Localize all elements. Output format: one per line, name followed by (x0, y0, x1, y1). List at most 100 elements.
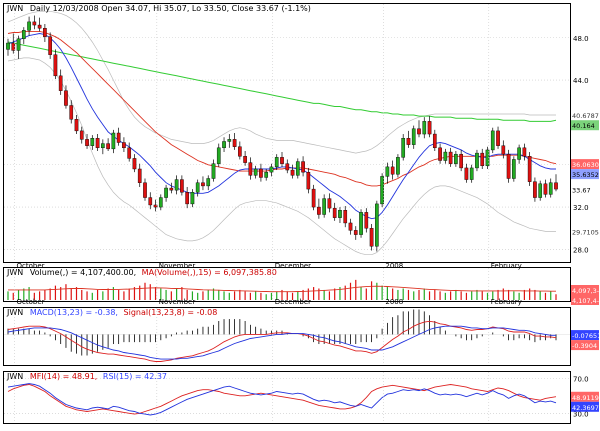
month-label-0: October (17, 262, 45, 270)
candle-body-67 (359, 212, 363, 235)
price-tick-label-4: 28.0 (573, 246, 589, 254)
signal-line (7, 325, 556, 360)
candle-33 (180, 175, 184, 196)
candle-body-8 (48, 36, 52, 55)
volume-ma-polyline (8, 285, 556, 293)
candle-37 (201, 176, 205, 191)
price-right-label-bg-1 (571, 120, 599, 131)
candle-49 (264, 168, 269, 181)
candle-31 (169, 182, 174, 194)
candle-body-24 (132, 158, 137, 170)
bollinger-lower-line (7, 57, 556, 256)
candle-body-77 (411, 128, 416, 145)
candle-82 (438, 143, 442, 164)
volume-right-label-bg-0 (571, 285, 599, 295)
candle-15 (85, 134, 89, 149)
candle-body-4 (27, 21, 31, 31)
volume-prefix: JWN (6, 268, 23, 277)
rsi-right-label-1: 42.3697 (572, 404, 599, 412)
macd-right-label-bg-1 (571, 340, 599, 351)
candle-body-17 (95, 138, 100, 149)
candle-body-58 (311, 188, 316, 208)
candle-89 (475, 149, 479, 172)
candle-22 (122, 137, 126, 153)
candle-20 (111, 129, 116, 154)
candle-body-103 (548, 182, 553, 195)
month-label-macd-2: December (275, 298, 311, 306)
candle-29 (158, 194, 163, 211)
candle-body-64 (343, 210, 348, 224)
candle-body-104 (554, 182, 558, 190)
candle-body-85 (454, 153, 458, 164)
price-right-label-4: 33.67 (572, 186, 591, 194)
candle-body-43 (232, 139, 237, 147)
candle-body-68 (364, 212, 369, 229)
macd-panel-frame (3, 307, 571, 366)
macd-right-labels: -0.07651 -0.3904 (571, 330, 600, 351)
candle-70 (375, 200, 379, 252)
candle-48 (259, 163, 263, 182)
candle-body-60 (322, 198, 326, 215)
candle-body-72 (385, 166, 390, 177)
candle-3 (21, 27, 26, 45)
candle-body-50 (269, 166, 274, 173)
candle-body-46 (248, 162, 253, 176)
candle-body-28 (153, 204, 158, 208)
candle-body-61 (327, 198, 332, 209)
candle-92 (490, 127, 495, 154)
candle-body-23 (127, 147, 132, 159)
candlesticks (6, 15, 558, 252)
candle-body-78 (417, 128, 421, 135)
candle-88 (469, 164, 474, 183)
candle-body-84 (448, 151, 453, 164)
candle-body-11 (64, 90, 68, 106)
volume-right-label-0: 4,097,3-- (572, 287, 600, 295)
candle-1 (11, 33, 16, 54)
sma-green-line (7, 41, 557, 122)
month-label-4: February (491, 262, 522, 270)
candle-body-99 (527, 156, 532, 182)
candle-60 (322, 194, 326, 218)
candle-body-75 (401, 138, 406, 158)
candle-17 (95, 134, 100, 151)
candle-body-37 (201, 182, 205, 187)
candle-28 (153, 199, 158, 212)
candle-body-95 (506, 153, 511, 179)
candle-57 (306, 167, 311, 194)
candle-58 (311, 184, 316, 211)
month-label-macd-1: November (159, 298, 196, 306)
macd-lines (7, 320, 557, 362)
candle-body-19 (106, 143, 110, 150)
candle-body-22 (122, 142, 126, 149)
candle-97 (517, 144, 521, 164)
candle-body-91 (485, 149, 490, 167)
candle-body-69 (369, 228, 374, 247)
candle-body-97 (517, 147, 521, 160)
candle-body-79 (422, 121, 427, 135)
candle-74 (396, 154, 400, 178)
candle-56 (301, 156, 305, 177)
candle-83 (443, 148, 448, 164)
candle-35 (190, 189, 195, 208)
price-right-label-0: 40.6787 (572, 112, 599, 120)
candle-body-98 (522, 147, 527, 157)
candle-93 (496, 126, 500, 149)
rsi-right-label-0: 48.9119 (572, 394, 599, 402)
macd-value-label: MACD(13,23) = -0.38, (30, 308, 118, 317)
candle-59 (317, 198, 321, 219)
candle-body-56 (301, 161, 305, 173)
rsi-right-label-bg-0 (571, 391, 599, 402)
candle-body-53 (285, 163, 290, 171)
candle-14 (79, 126, 84, 144)
candle-11 (64, 85, 68, 109)
candle-body-66 (353, 230, 358, 235)
candle-81 (432, 129, 437, 151)
candle-body-49 (264, 171, 269, 178)
candle-body-96 (512, 159, 516, 179)
candle-25 (137, 163, 142, 187)
macd-right-label-0: -0.07651 (572, 332, 600, 340)
candle-32 (174, 175, 179, 195)
candle-body-48 (259, 168, 263, 178)
candle-80 (427, 116, 432, 138)
